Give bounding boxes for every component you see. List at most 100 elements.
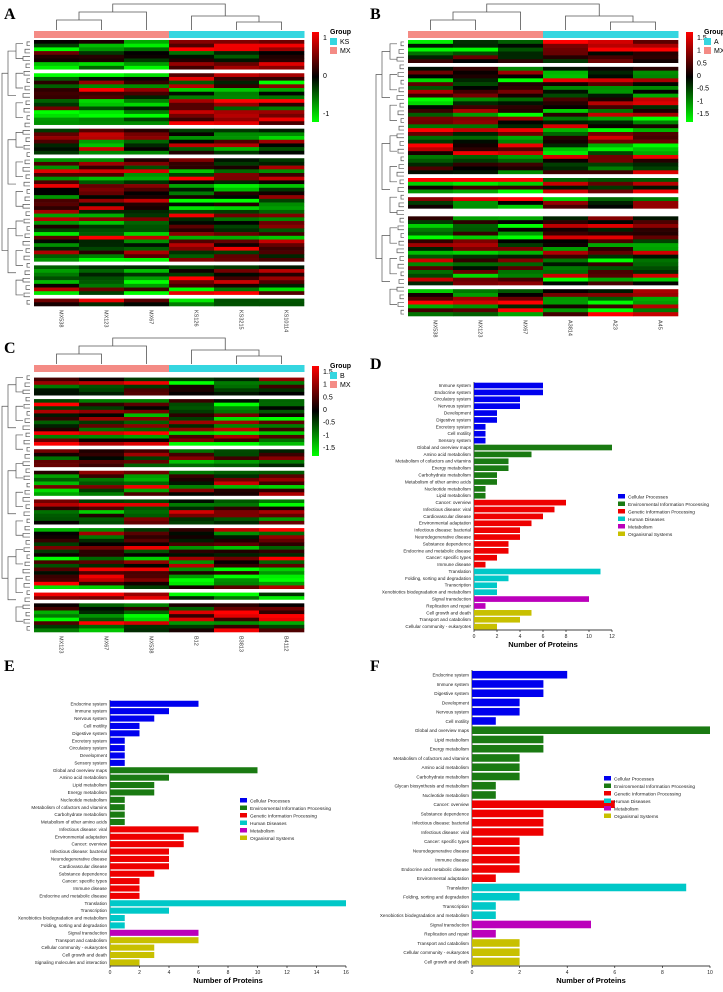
heatmap-cell (124, 95, 170, 100)
bar (110, 900, 346, 907)
heatmap-cell (79, 617, 125, 622)
heatmap-cell (408, 151, 454, 156)
heatmap-cell (124, 610, 170, 615)
bar (474, 554, 497, 561)
heatmap-cell (214, 147, 260, 152)
heatmap-cell (169, 209, 215, 214)
heatmap-cell (34, 250, 80, 255)
heatmap-cell (124, 246, 170, 251)
heatmap-cell (588, 112, 634, 117)
heatmap-cell (124, 549, 170, 554)
heatmap-cell (34, 596, 80, 601)
heatmap-cell (169, 65, 215, 70)
heatmap-cell (79, 621, 125, 626)
heatmap-cell (259, 549, 305, 554)
heatmap-cell (79, 567, 125, 572)
heatmap-cell (259, 420, 305, 425)
heatmap-cell (34, 246, 80, 251)
heatmap-cell (79, 449, 125, 454)
legend-swatch (604, 806, 611, 811)
heatmap-cell (259, 510, 305, 515)
heatmap-cell (214, 117, 260, 122)
heatmap-cell (588, 93, 634, 98)
heatmap-cell (543, 185, 589, 190)
heatmap-cell (124, 546, 170, 550)
bar (472, 717, 496, 725)
heatmap-cell (34, 76, 80, 81)
heatmap-cell (169, 427, 215, 432)
heatmap-cell (169, 417, 215, 421)
heatmap-cell (214, 388, 260, 393)
legend-swatch (240, 813, 247, 818)
heatmap-cell (259, 147, 305, 152)
heatmap-cell (34, 581, 80, 586)
heatmap-cell (543, 59, 589, 64)
heatmap-cell (79, 381, 125, 386)
heatmap-cell (124, 298, 170, 303)
heatmap-cell (259, 154, 305, 159)
heatmap-cell (124, 614, 170, 618)
heatmap-cell (633, 151, 679, 156)
heatmap-cell (453, 89, 499, 94)
heatmap-cell (169, 88, 215, 93)
heatmap-cell (79, 173, 125, 177)
group-bar-cell (259, 31, 305, 38)
heatmap-cell (169, 180, 215, 185)
heatmap-cell (259, 217, 305, 222)
heatmap-cell (34, 99, 80, 104)
heatmap-cell (259, 235, 305, 240)
heatmap-cell (169, 452, 215, 457)
heatmap-cell (498, 231, 544, 236)
heatmap-cell (214, 592, 260, 597)
heatmap-cell (79, 62, 125, 67)
legend-swatch (618, 501, 625, 506)
heatmap-cells (34, 374, 305, 633)
heatmap-cell (214, 80, 260, 85)
heatmap-cell (259, 399, 305, 403)
bar (110, 826, 199, 833)
heatmap-cell (79, 553, 125, 558)
category-label: Cell motility (448, 431, 472, 436)
heatmap-cell (79, 88, 125, 93)
heatmap-cell (169, 520, 215, 525)
heatmap-cell (34, 574, 80, 579)
legend-title: Group (704, 29, 723, 36)
heatmap-cell (543, 224, 589, 229)
heatmap-cell (34, 232, 80, 237)
heatmap-cell (453, 243, 499, 248)
heatmap-cell (124, 139, 170, 144)
heatmap-cell (34, 431, 80, 436)
heatmap-cell (79, 420, 125, 425)
heatmap-cell (214, 506, 260, 511)
heatmap-cell (169, 413, 215, 418)
heatmap-cell (79, 499, 125, 504)
heatmap-cell (214, 113, 260, 118)
heatmap-cell (124, 257, 170, 262)
heatmap-cell (453, 247, 499, 252)
heatmap-cell (169, 592, 215, 597)
heatmap-cell (124, 217, 170, 222)
heatmap-cell (259, 495, 305, 500)
heatmap-cell (453, 158, 499, 163)
heatmap-cell (79, 592, 125, 597)
heatmap-cell (633, 120, 679, 125)
heatmap-cell (259, 395, 305, 400)
heatmap-cell (79, 47, 125, 52)
heatmap-cell (259, 294, 305, 299)
category-label: Immune disease (435, 858, 469, 863)
heatmap-cell (79, 132, 125, 137)
bar (110, 745, 125, 752)
heatmap-cell (124, 381, 170, 386)
bar (472, 754, 520, 762)
heatmap-cell (124, 113, 170, 118)
group-bar-cell (169, 31, 215, 38)
heatmap-cell (34, 147, 80, 152)
legend-swatch (704, 38, 711, 45)
heatmap-cell (498, 216, 544, 221)
heatmap-cell (259, 499, 305, 504)
heatmap-cell (543, 82, 589, 87)
category-label: Infectious disease: viral (59, 827, 107, 832)
heatmap-cell (169, 495, 215, 500)
heatmap-cell (588, 147, 634, 152)
